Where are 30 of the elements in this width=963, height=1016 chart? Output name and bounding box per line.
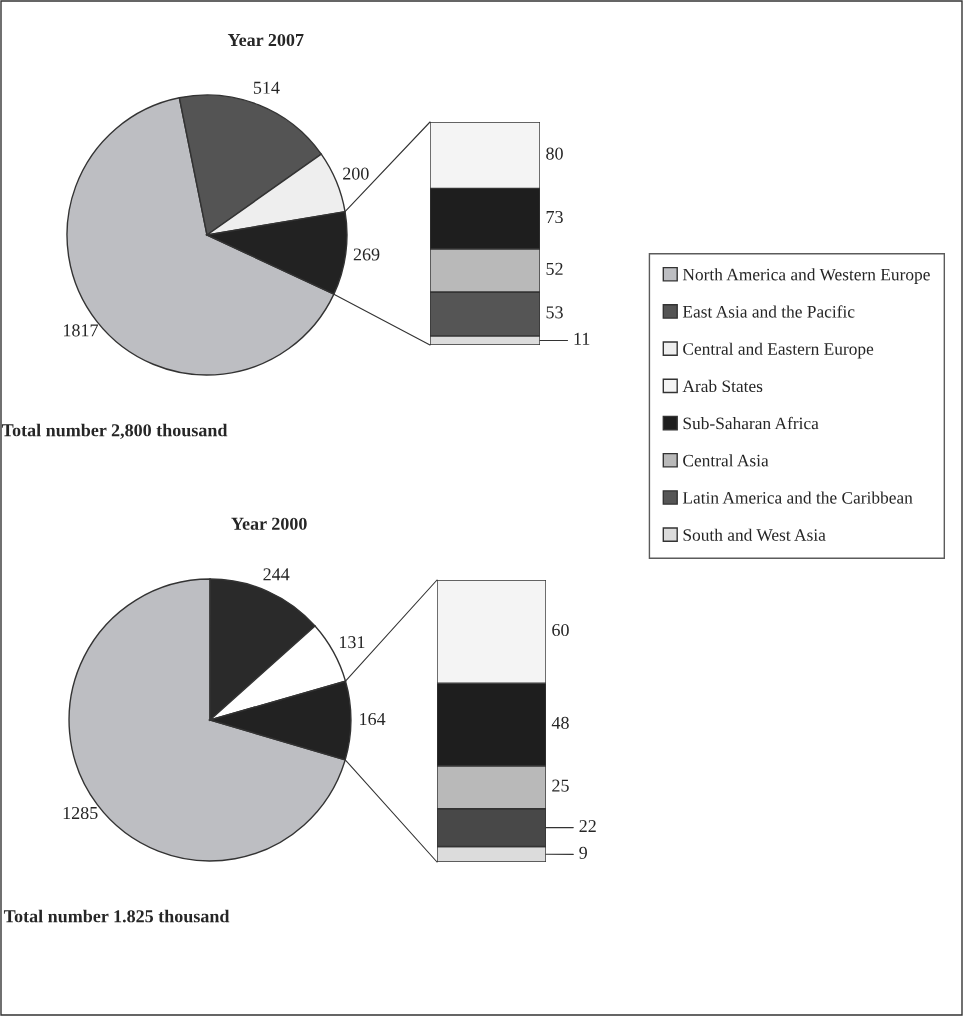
text: Central Asia <box>683 454 769 467</box>
data-label: 200 <box>343 167 369 180</box>
data-label: 60 <box>552 623 569 637</box>
data-label: 131 <box>339 636 365 649</box>
text: Total number 2,800 thousand <box>1 423 228 439</box>
data-label: 22 <box>579 820 596 832</box>
text: Sub-Saharan Africa <box>683 416 819 430</box>
legend-label: Central and Eastern Europe <box>683 342 874 359</box>
legend-label: North America and Western Europe <box>682 268 930 284</box>
data-label: 53 <box>546 306 563 319</box>
data-label: 80 <box>546 147 563 160</box>
data-label: 25 <box>552 779 569 792</box>
text: Total number 1.825 thousand <box>3 909 230 923</box>
data-label: 73 <box>546 210 563 224</box>
data-label: 269 <box>353 248 380 261</box>
chart-title: Year 2007 <box>227 33 304 47</box>
legend-label: South and West Asia <box>683 528 826 541</box>
legend-label: East Asia and the Pacific <box>682 305 855 318</box>
data-label: 48 <box>551 716 569 729</box>
data-label: 1285 <box>63 806 98 820</box>
data-label: 514 <box>253 81 280 94</box>
data-label: 11 <box>574 332 590 345</box>
chart-title: Year 2000 <box>231 517 307 530</box>
data-label: 52 <box>546 262 563 275</box>
data-label: 244 <box>263 568 290 581</box>
text: Arab States <box>682 379 763 393</box>
data-label: 9 <box>579 846 587 859</box>
data-label: 164 <box>360 712 386 726</box>
data-label: 1817 <box>64 324 98 337</box>
text: Latin America and the Caribbean <box>682 491 913 504</box>
